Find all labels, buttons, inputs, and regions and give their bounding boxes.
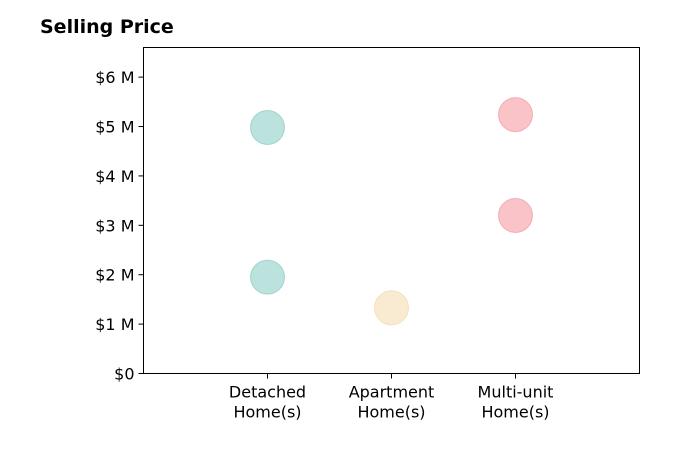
x-tick-label: Home(s) [233,403,301,422]
chart-title: Selling Price [40,16,174,38]
x-axis: DetachedHome(s)ApartmentHome(s)Multi-uni… [229,373,554,422]
x-tick-label: Home(s) [481,403,549,422]
x-tick-label: Multi-unit [478,383,554,402]
y-tick-label: $3 M [95,216,134,235]
y-tick-label: $5 M [95,118,134,137]
plot-frame [143,47,640,374]
y-tick-label: $2 M [95,266,134,285]
data-point-3 [498,197,533,233]
y-axis: $0 $1 M $2 M $3 M $4 M $5 M $6 M [95,68,144,384]
data-points [250,97,533,326]
data-point-2 [374,290,409,326]
x-tick-label: Home(s) [357,403,425,422]
x-tick-label: Detached [229,383,306,402]
data-point-4 [498,97,533,133]
x-tick-label: Apartment [349,383,435,402]
data-point-0 [250,259,285,295]
y-tick-label: $0 [114,365,134,384]
y-tick-label: $4 M [95,167,134,186]
y-tick-label: $6 M [95,68,134,87]
data-point-1 [250,110,285,146]
y-tick-label: $1 M [95,315,134,334]
